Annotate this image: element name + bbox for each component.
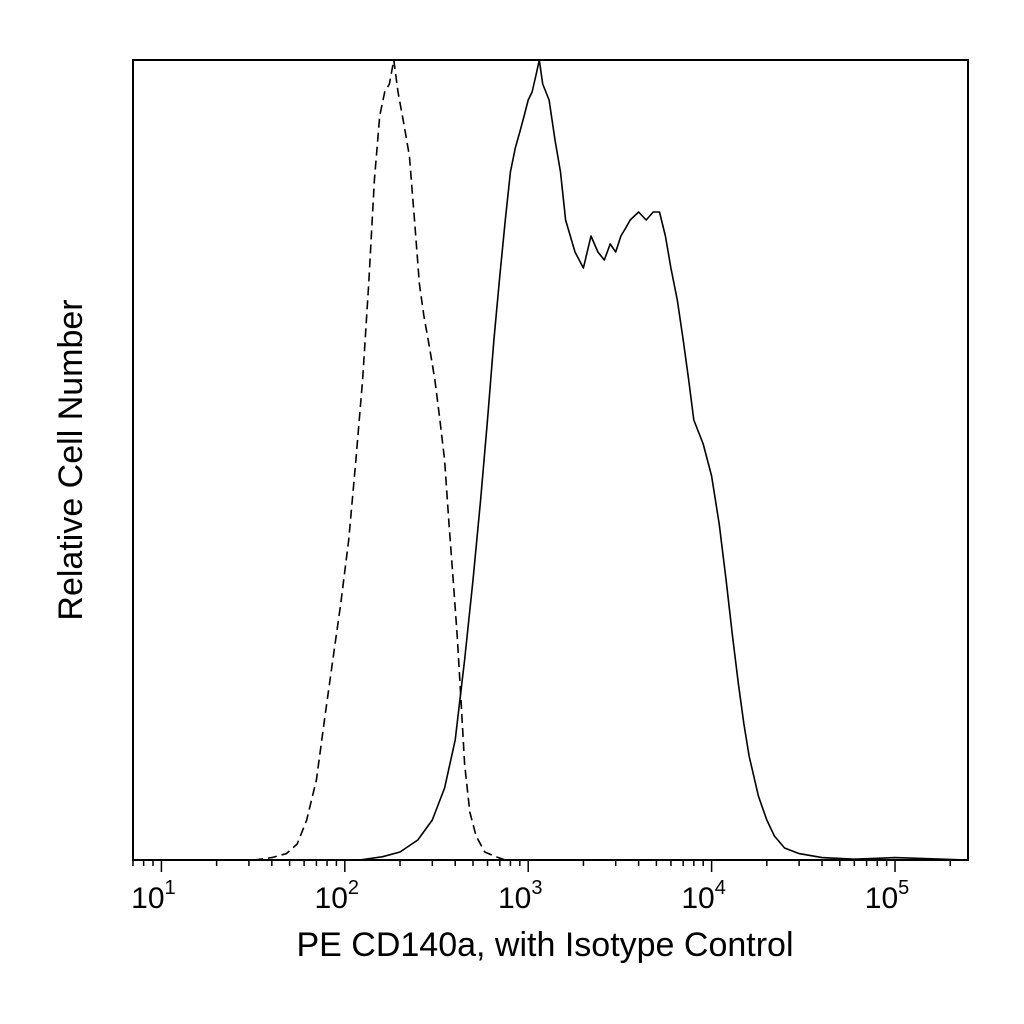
x-tick-label: 102: [315, 877, 360, 915]
x-axis-ticks: [132, 860, 951, 872]
y-axis-label: Relative Cell Number: [52, 299, 90, 620]
x-tick-label: 105: [865, 877, 910, 915]
isotype-control-line: [253, 59, 506, 861]
series-layer: [253, 59, 969, 861]
x-tick-label: 103: [498, 877, 543, 915]
x-tick-label: 101: [131, 877, 176, 915]
pe-cd140a-line: [359, 59, 969, 861]
x-axis-label: PE CD140a, with Isotype Control: [296, 926, 793, 964]
x-tick-label: 104: [681, 877, 726, 915]
x-axis-tick-labels: 101 102 103 104 105: [131, 877, 909, 915]
plot-frame: [132, 59, 969, 861]
